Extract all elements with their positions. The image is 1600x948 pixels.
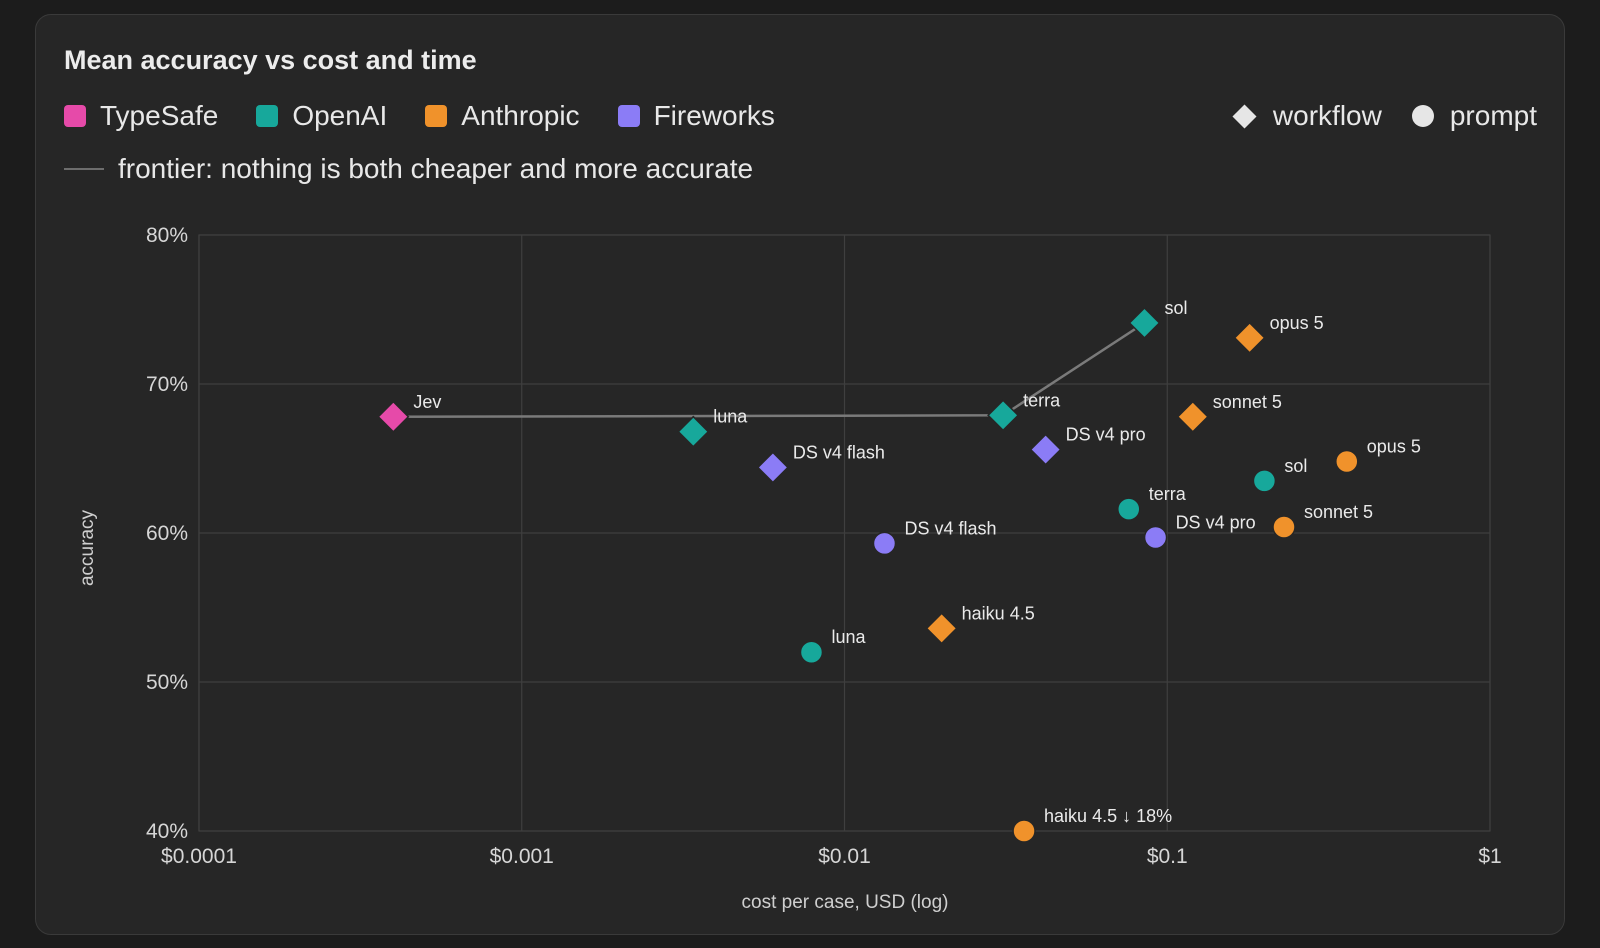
legend-label: TypeSafe xyxy=(100,100,219,131)
legend-item-typesafe: TypeSafe xyxy=(64,100,218,132)
chart-title: Mean accuracy vs cost and time xyxy=(64,45,477,75)
prompt-point xyxy=(872,531,897,556)
prompt-point xyxy=(799,640,824,664)
y-tick-label: 60% xyxy=(146,522,188,545)
x-tick-label: $0.01 xyxy=(818,845,871,868)
workflow-point xyxy=(987,399,1020,432)
legend-item-workflow: workflow xyxy=(1232,100,1382,132)
prompt-point xyxy=(1252,469,1277,493)
y-axis-label: accuracy xyxy=(77,509,98,586)
x-tick-label: $0.1 xyxy=(1147,845,1188,868)
legend-label: workflow xyxy=(1272,100,1382,131)
legend-label: prompt xyxy=(1449,100,1537,131)
workflow-point xyxy=(756,451,789,484)
anthropic-swatch xyxy=(425,105,448,127)
frontier-legend: frontier: nothing is both cheaper and mo… xyxy=(64,153,753,185)
x-axis-label: cost per case, USD (log) xyxy=(742,892,949,913)
shape-legend: workflow prompt xyxy=(1206,100,1537,132)
frontier-line-icon xyxy=(64,168,104,170)
point-label: terra xyxy=(1023,390,1061,410)
legend-label: OpenAI xyxy=(292,100,388,131)
workflow-point xyxy=(377,400,410,433)
workflow-point xyxy=(1176,400,1209,433)
legend-label: Fireworks xyxy=(653,100,775,131)
legend-item-openai: OpenAI xyxy=(256,100,387,132)
y-tick-label: 70% xyxy=(146,373,188,396)
point-label: DS v4 flash xyxy=(793,442,885,462)
point-label: sol xyxy=(1164,298,1187,318)
y-tick-label: 80% xyxy=(146,224,188,247)
point-label: opus 5 xyxy=(1270,313,1324,333)
openai-swatch xyxy=(256,105,279,127)
point-label: DS v4 pro xyxy=(1066,425,1146,445)
fireworks-swatch xyxy=(617,105,640,127)
point-label: Jev xyxy=(413,392,441,412)
prompt-point xyxy=(1012,819,1036,843)
provider-legend: TypeSafe OpenAI Anthropic Fireworks xyxy=(64,100,813,132)
point-label: haiku 4.5 xyxy=(962,603,1035,623)
workflow-point xyxy=(1029,433,1062,466)
point-label: luna xyxy=(831,627,866,647)
circle-icon xyxy=(1411,105,1434,127)
point-label: luna xyxy=(713,407,748,427)
prompt-point xyxy=(1335,449,1359,474)
frontier-legend-label: frontier: nothing is both cheaper and mo… xyxy=(118,153,754,184)
point-label: terra xyxy=(1149,484,1187,504)
chart-card xyxy=(35,14,1565,935)
workflow-point xyxy=(925,612,958,645)
prompt-point xyxy=(1143,525,1168,550)
axis-ticks: $0.0001 $0.001 $0.01 $0.1 $1 40% 50% 60% 70% 80% xyxy=(146,224,1502,868)
prompt-point xyxy=(1272,515,1296,539)
legend-label: Anthropic xyxy=(461,100,580,131)
y-tick-label: 40% xyxy=(146,820,188,843)
point-label: haiku 4.5 ↓ 18% xyxy=(1044,806,1172,826)
typesafe-swatch xyxy=(64,105,86,127)
y-tick-label: 50% xyxy=(146,671,188,694)
grid xyxy=(198,234,1491,832)
point-label: sonnet 5 xyxy=(1304,502,1373,522)
point-label: opus 5 xyxy=(1367,436,1421,456)
workflow-point xyxy=(677,415,710,448)
point-label: DS v4 pro xyxy=(1176,512,1256,532)
workflow-point xyxy=(1128,306,1161,339)
x-tick-label: $0.0001 xyxy=(161,845,237,868)
point-label: sonnet 5 xyxy=(1213,392,1282,412)
x-tick-label: $1 xyxy=(1478,845,1501,868)
prompt-point xyxy=(1117,497,1141,521)
point-label: DS v4 flash xyxy=(904,518,996,538)
x-tick-label: $0.001 xyxy=(490,845,554,868)
legend-item-anthropic: Anthropic xyxy=(425,100,580,132)
point-label: sol xyxy=(1284,456,1307,476)
legend-item-fireworks: Fireworks xyxy=(617,100,775,132)
legend-item-prompt: prompt xyxy=(1411,100,1537,132)
workflow-point xyxy=(1233,321,1266,354)
